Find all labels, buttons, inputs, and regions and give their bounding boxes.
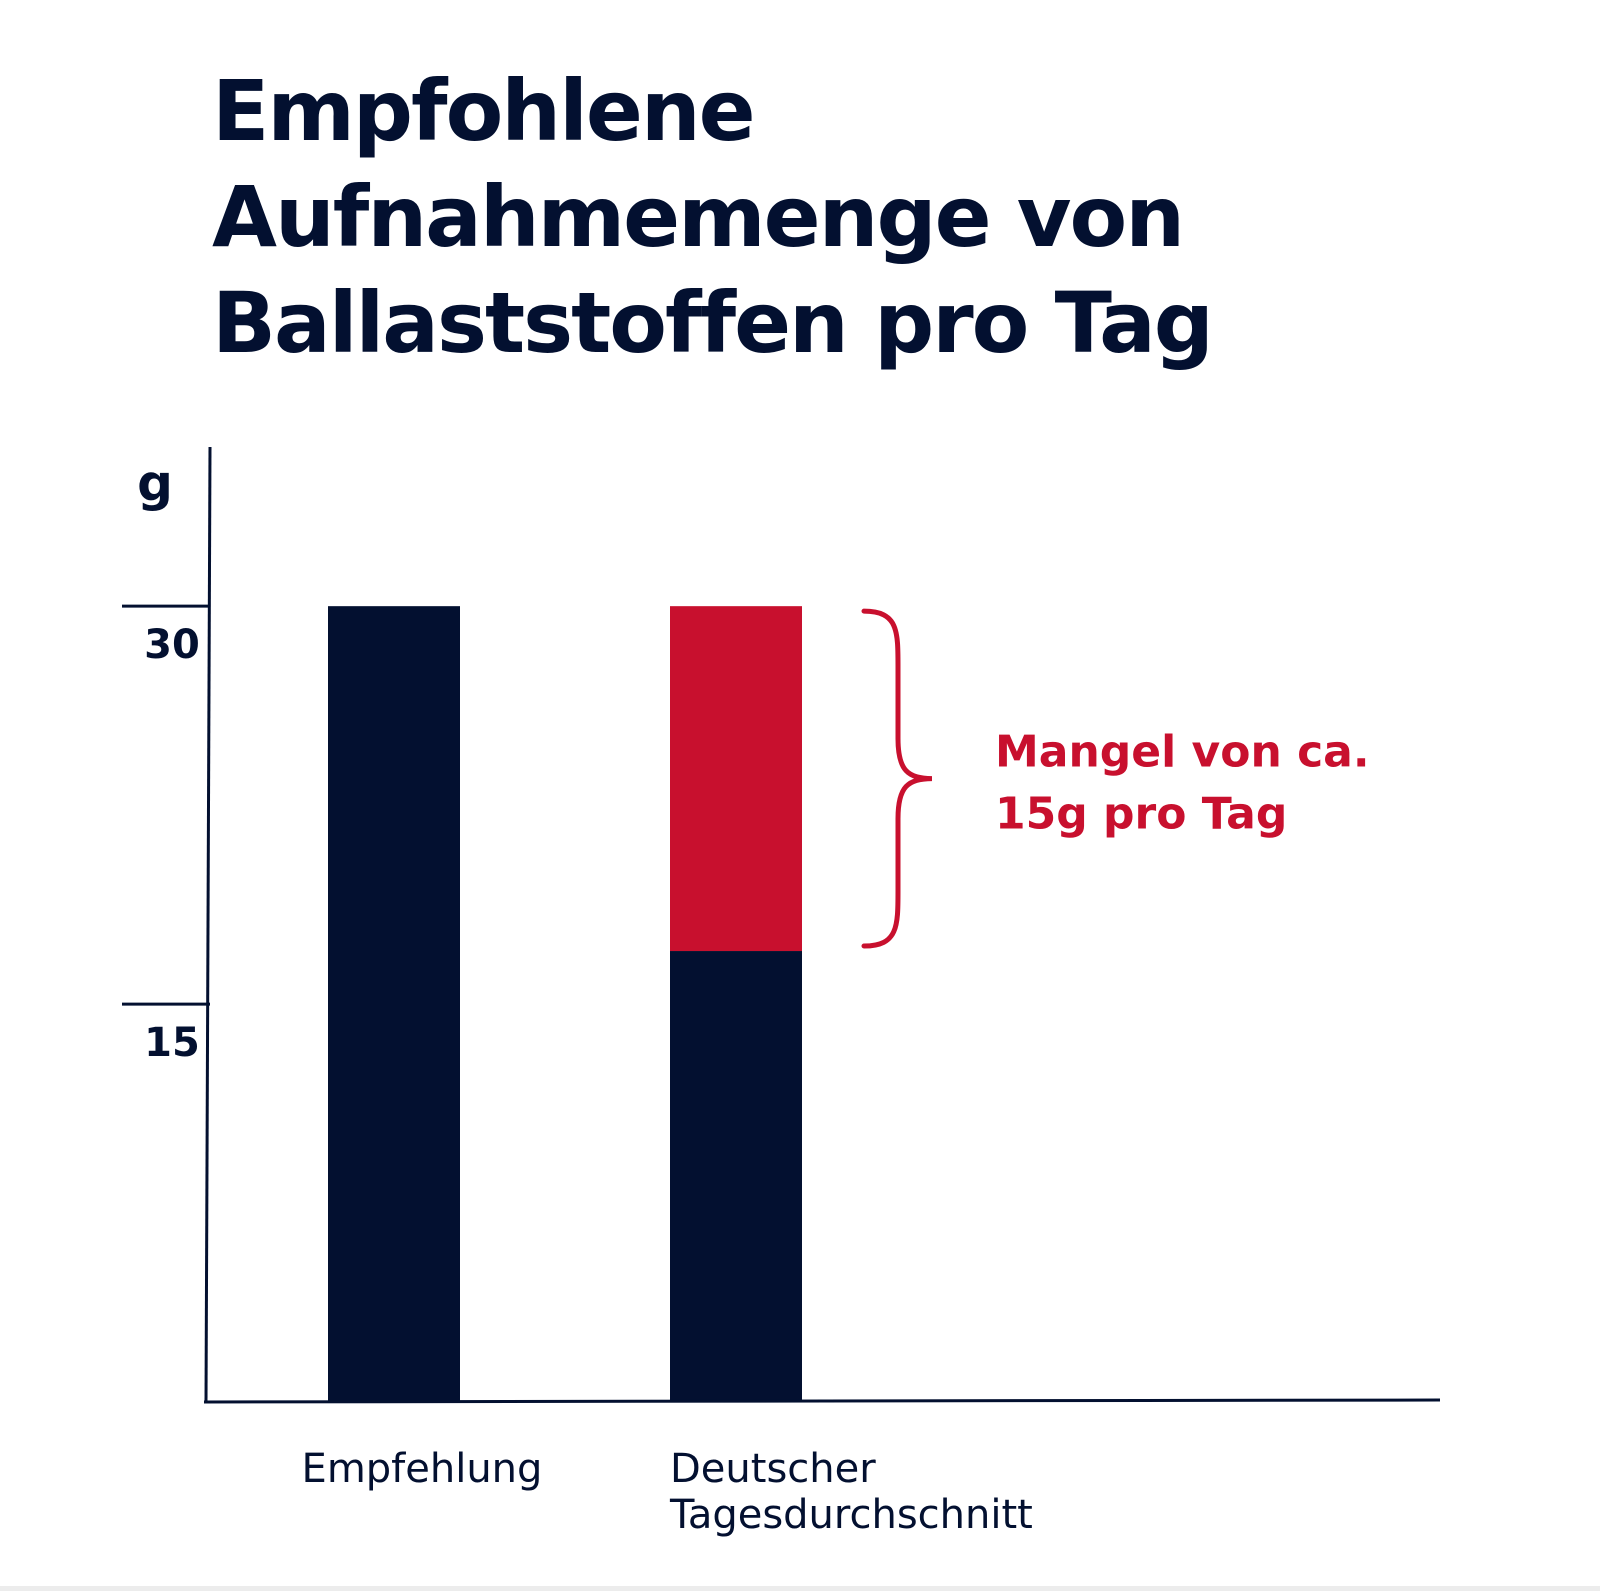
title-line-2: Aufnahmemenge von — [212, 168, 1185, 266]
category-label-2-line-1: Deutscher — [670, 1446, 876, 1492]
y-tick-label-30: 30 — [144, 622, 200, 668]
annotation-text-line-2: 15g pro Tag — [995, 789, 1287, 840]
annotation-group: Mangel von ca. 15g pro Tag — [861, 608, 1370, 949]
title-line-1: Empfohlene — [212, 62, 756, 160]
title-line-3: Ballaststoffen pro Tag — [212, 274, 1214, 372]
chart-title: Empfohlene Aufnahmemenge von Ballaststof… — [212, 58, 1412, 376]
y-axis-line — [204, 446, 212, 1403]
bar-2-segment-2 — [670, 606, 802, 952]
bar-1-segment-1 — [328, 606, 460, 1402]
bottom-divider — [0, 1586, 1600, 1591]
x-axis-line — [203, 1398, 1441, 1404]
y-tick-label-15: 15 — [144, 1020, 200, 1066]
bar-2-segment-1 — [670, 951, 802, 1402]
annotation-brace — [861, 608, 933, 949]
y-axis-unit-label: g — [137, 454, 173, 512]
bars-group — [328, 606, 802, 1402]
category-label-1-line-1: Empfehlung — [302, 1446, 543, 1492]
category-label-2-line-2: Tagesdurchschnitt — [669, 1492, 1033, 1538]
annotation-text-line-1: Mangel von ca. — [995, 727, 1370, 778]
